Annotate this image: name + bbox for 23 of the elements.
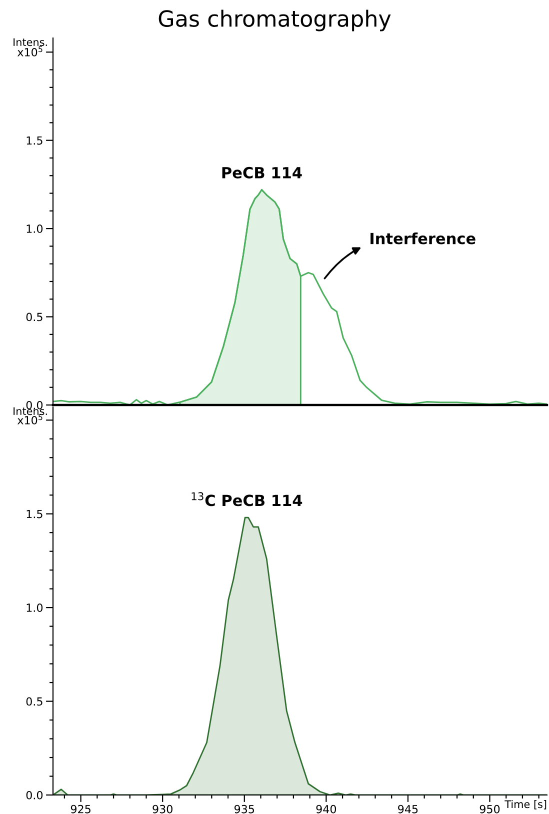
y-tick-label: 1.0 (26, 604, 43, 612)
y-tick-label: 0.5 (26, 697, 42, 706)
line-series (53, 188, 547, 405)
chart-title: Gas chromatography (158, 10, 391, 32)
x-tick-label: 930 (152, 804, 172, 814)
x-tick-label: 940 (316, 804, 336, 814)
y-tick-label: 1.0 (26, 224, 43, 233)
y-tick-label: 0.5 (26, 312, 42, 322)
annotation: $^{13}$C PeCB 114 (192, 492, 302, 506)
y-tick-label: 1.5 (26, 510, 42, 518)
y-tick-label: x10$^{5}$ (17, 46, 42, 56)
y-tick-label: 0.0 (26, 400, 43, 410)
x-tick-label: 935 (234, 804, 254, 814)
x-axis-title: Time [s] (504, 800, 546, 810)
x-tick-label: 950 (480, 804, 500, 814)
y-axis-title: Intens. (14, 38, 47, 46)
x-tick-label: 945 (398, 804, 418, 814)
y-axis-title: Intens. (14, 407, 47, 416)
y-tick-label: 0.0 (26, 790, 43, 800)
y-tick-label: 1.5 (26, 136, 42, 145)
annotation: PeCB 114 (222, 166, 302, 178)
x-tick-label: 925 (70, 804, 90, 814)
annotation: Interference (370, 232, 476, 244)
